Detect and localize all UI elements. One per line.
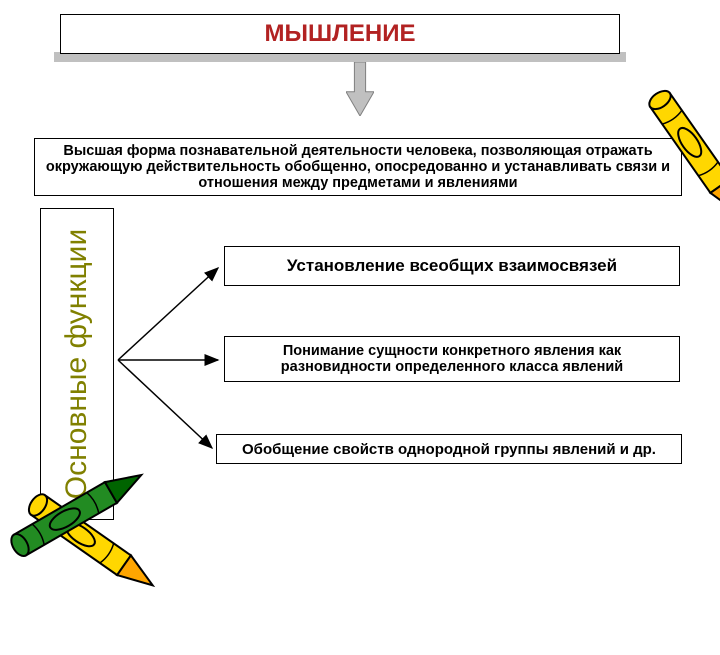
- function-text-3: Обобщение свойств однородной группы явле…: [242, 441, 656, 458]
- definition-box: Высшая форма познавательной деятельности…: [34, 138, 682, 196]
- vertical-functions-text: Основные функции: [60, 229, 94, 499]
- down-arrow: [346, 62, 374, 116]
- title-box: МЫШЛЕНИЕ: [60, 14, 620, 54]
- function-text-2: Понимание сущности конкретного явления к…: [233, 343, 671, 375]
- title-text: МЫШЛЕНИЕ: [264, 20, 415, 48]
- function-text-1: Установление всеобщих взаимосвязей: [287, 256, 617, 276]
- definition-text: Высшая форма познавательной деятельности…: [43, 143, 673, 191]
- function-box-3: Обобщение свойств однородной группы явле…: [216, 434, 682, 464]
- function-box-2: Понимание сущности конкретного явления к…: [224, 336, 680, 382]
- function-box-1: Установление всеобщих взаимосвязей: [224, 246, 680, 286]
- vertical-functions-box: Основные функции: [40, 208, 114, 520]
